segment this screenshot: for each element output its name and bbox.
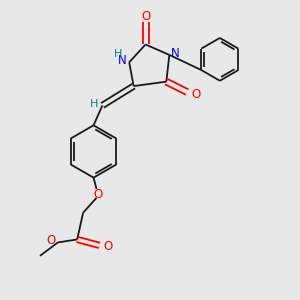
Text: O: O — [93, 188, 103, 201]
Text: N: N — [118, 54, 127, 67]
Text: H: H — [90, 99, 98, 109]
Text: O: O — [191, 88, 201, 101]
Text: O: O — [103, 240, 112, 254]
Text: N: N — [171, 46, 180, 60]
Text: O: O — [47, 235, 56, 248]
Text: H: H — [114, 49, 122, 59]
Text: O: O — [141, 10, 150, 23]
